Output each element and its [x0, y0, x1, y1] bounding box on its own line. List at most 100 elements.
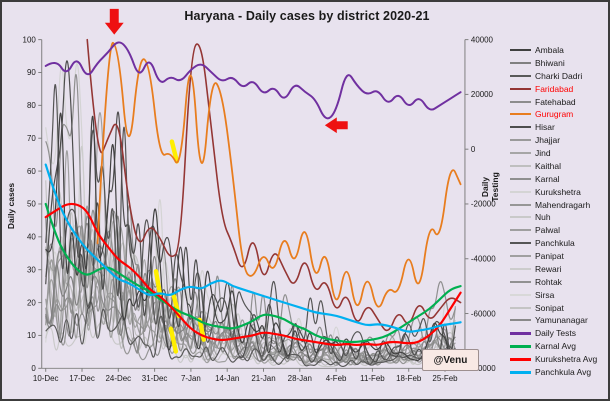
y-right-tick: -40000 [471, 255, 496, 264]
y-right-tick: -80000 [471, 364, 496, 373]
y-right-tick: 40000 [471, 35, 494, 44]
y-left-tick: 0 [31, 364, 36, 373]
red-arrow-down-icon [104, 8, 124, 35]
legend-swatch [510, 255, 531, 258]
y-right-tick: -60000 [471, 309, 496, 318]
legend-item-rewari: Rewari [510, 264, 561, 274]
legend-swatch [510, 61, 531, 64]
series-kurukshetra-avg [44, 202, 462, 347]
red-arrow-left-icon [324, 117, 348, 134]
legend-swatch [510, 126, 531, 129]
series-charki-dadri [45, 301, 456, 368]
legend-item-sirsa: Sirsa [510, 290, 554, 300]
legend-swatch [510, 74, 531, 77]
legend-swatch [510, 177, 531, 180]
y-left-tick: 10 [27, 331, 36, 340]
y-right-tick: 0 [471, 145, 476, 154]
x-tick: 18-Feb [396, 374, 422, 383]
yellow-highlight-mark [153, 269, 163, 297]
legend-swatch [510, 267, 531, 270]
yellow-highlight-mark [171, 293, 182, 319]
legend-label: Sonipat [535, 302, 564, 313]
series-fatehabad [45, 216, 456, 366]
legend-label: Kaithal [535, 160, 561, 171]
legend-label: Jind [535, 148, 551, 159]
legend-item-kurukshetra: Kurukshetra [510, 187, 581, 197]
legend-label: Palwal [535, 225, 561, 236]
legend-label: Jhajjar [535, 135, 561, 146]
series-hisar [45, 60, 456, 363]
x-tick: 31-Dec [142, 374, 168, 383]
legend-item-bhiwani: Bhiwani [510, 58, 565, 68]
legend-swatch [510, 203, 531, 206]
legend-item-panchkula: Panchkula [510, 238, 575, 248]
legend-label: Panchkula [535, 238, 575, 249]
legend-item-jind: Jind [510, 148, 551, 158]
legend-item-karnal: Karnal [510, 174, 560, 184]
legend-item-hisar: Hisar [510, 122, 555, 132]
legend-swatch [510, 319, 531, 322]
legend-item-gurugram: Gurugram [510, 109, 573, 119]
x-tick: 14-Jan [215, 374, 239, 383]
yellow-highlight-mark [168, 326, 179, 354]
x-tick: 11-Feb [360, 374, 385, 383]
legend-item-mahendragarh: Mahendragarh [510, 200, 590, 210]
x-tick: 25-Feb [432, 374, 458, 383]
legend-swatch [510, 164, 531, 167]
legend-item-ambala: Ambala [510, 45, 564, 55]
y-left-tick: 60 [27, 167, 36, 176]
legend-swatch [510, 87, 531, 90]
legend-label: Karnal [535, 173, 560, 184]
legend-swatch [510, 100, 531, 103]
legend-label: Ambala [535, 45, 564, 55]
legend-swatch [510, 229, 531, 232]
legend-swatch [510, 49, 531, 51]
legend-swatch [510, 370, 531, 374]
series-faridabad [86, 38, 462, 332]
legend-label: Hisar [535, 122, 555, 133]
y-left-tick: 90 [27, 68, 36, 77]
legend-item-panchkula-avg: Panchkula Avg [510, 367, 591, 377]
left-axis-title: Daily cases [6, 182, 16, 230]
y-left-tick: 20 [27, 298, 36, 307]
legend-label: Faridabad [535, 83, 574, 94]
watermark: @Venu [422, 349, 479, 371]
x-tick: 28-Jan [288, 374, 312, 383]
legend-swatch [510, 152, 531, 155]
legend-item-fatehabad: Fatehabad [510, 97, 576, 107]
legend-swatch [510, 306, 531, 309]
legend-swatch [510, 113, 531, 116]
legend-swatch [510, 139, 531, 142]
legend-item-yamunanagar: Yamunanagar [510, 315, 588, 325]
legend-label: Rewari [535, 263, 562, 274]
legend-label: Kurukshetra [535, 186, 581, 197]
legend-swatch [510, 344, 531, 348]
legend-item-rohtak: Rohtak [510, 277, 562, 287]
legend-swatch [510, 293, 531, 296]
x-tick: 21-Jan [251, 374, 275, 383]
series-daily-tests [44, 41, 462, 120]
legend-label: Panchkula Avg [535, 367, 592, 377]
x-tick: 4-Feb [326, 374, 347, 383]
y-left-tick: 80 [27, 101, 36, 110]
right-axis-title: Daily Testing [480, 172, 500, 202]
legend-item-faridabad: Faridabad [510, 84, 573, 94]
series-karnal [45, 73, 456, 364]
y-right-tick: -20000 [471, 200, 496, 209]
legend-swatch [510, 242, 531, 245]
y-left-tick: 40 [27, 233, 36, 242]
series-panipat [45, 112, 457, 366]
legend-label: Panipat [535, 251, 564, 262]
legend-item-karnal-avg: Karnal Avg [510, 341, 576, 351]
x-tick: 24-Dec [106, 374, 132, 383]
series-panchkula-avg [44, 163, 462, 333]
legend-swatch [510, 331, 531, 335]
legend-label: Yamunanagar [535, 315, 588, 326]
legend-label: Karnal Avg [535, 341, 576, 352]
series-gurugram [96, 41, 462, 308]
legend-label: Charki Dadri [535, 70, 583, 81]
chart-title: Haryana - Daily cases by district 2020-2… [184, 9, 430, 23]
legend-item-nuh: Nuh [510, 212, 551, 222]
